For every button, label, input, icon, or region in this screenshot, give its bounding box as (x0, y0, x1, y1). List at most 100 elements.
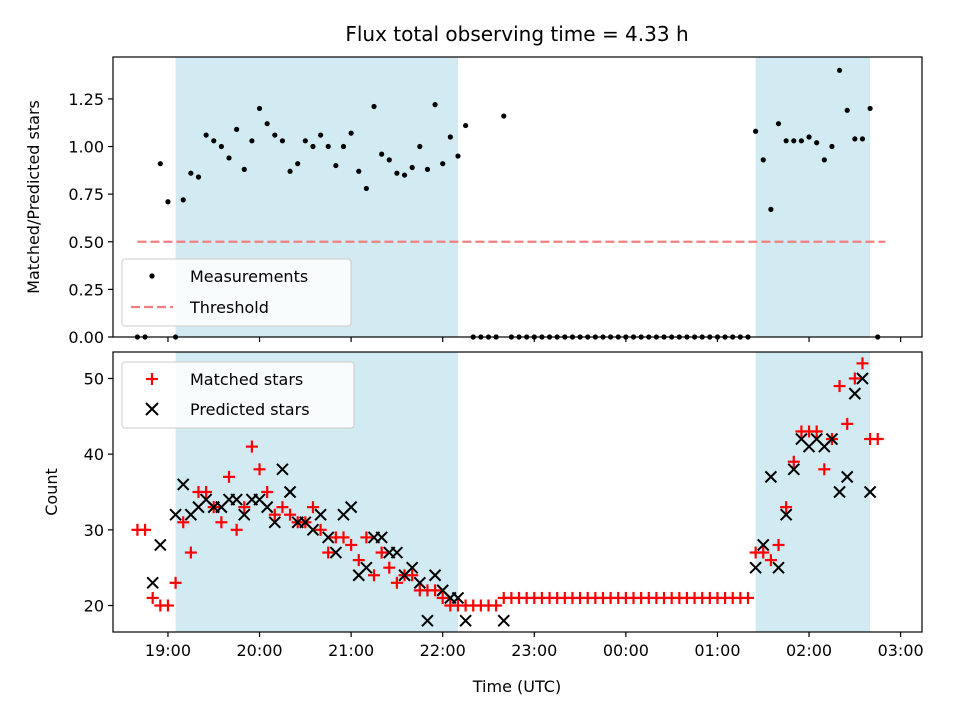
matched-star-point (375, 546, 388, 559)
measurement-point (234, 126, 240, 132)
matched-star-point (841, 417, 854, 430)
predicted-star-point (177, 478, 190, 491)
measurement-point (134, 334, 141, 340)
measurement-point (539, 334, 545, 340)
predicted-star-point (169, 508, 182, 521)
x-tick-label: 19:00 (145, 641, 191, 660)
predicted-star-point (329, 546, 343, 559)
predicted-star-point (375, 531, 388, 544)
measurement-point (508, 334, 514, 340)
measurement-point (401, 172, 408, 178)
matched-star-point (406, 569, 419, 582)
predicted-star-point (825, 432, 839, 446)
matched-star-point (490, 599, 503, 612)
matched-star-point (238, 501, 251, 514)
matched-star-point (772, 538, 785, 551)
measurement-point (157, 161, 163, 167)
matched-star-point (390, 576, 403, 589)
observing-window (755, 352, 871, 632)
x-axis-label: Time (UTC) (472, 677, 561, 696)
matched-star-point (345, 538, 358, 551)
measurement-point (623, 334, 629, 340)
legend-matched-marker (146, 373, 158, 385)
measurement-point (638, 334, 644, 340)
matched-star-point (856, 357, 869, 370)
matched-star-point (161, 599, 174, 612)
matched-star-point (787, 455, 800, 468)
measurement-point (867, 105, 873, 112)
measurement-point (814, 140, 820, 146)
predicted-star-point (360, 561, 373, 574)
measurement-point (455, 153, 461, 159)
matched-star-point (177, 516, 190, 529)
bottom-y-ticks: 20 30 40 50 (84, 369, 113, 616)
measurement-point (569, 334, 576, 340)
measurement-point (691, 334, 698, 340)
measurement-point (218, 143, 224, 150)
predicted-star-point (757, 538, 770, 552)
measurement-point (470, 334, 476, 340)
matched-star-point (429, 584, 442, 597)
predicted-star-point (405, 561, 419, 574)
x-tick-label: 22:00 (420, 641, 466, 660)
measurement-point (646, 334, 652, 340)
measurement-point (440, 161, 446, 167)
matched-star-point (284, 508, 297, 521)
bottom-y-axis-label: Count (42, 468, 61, 516)
matched-star-point (169, 576, 182, 589)
predicted-star-point (413, 576, 427, 590)
measurement-point (600, 334, 606, 340)
predicted-star-point (772, 561, 785, 574)
predicted-star-point (146, 576, 159, 590)
measurement-point (333, 162, 339, 169)
predicted-star-point (421, 614, 434, 627)
y-tick-label: 0.00 (68, 328, 104, 347)
measurement-point (661, 334, 667, 340)
measurement-point (226, 155, 232, 161)
measurement-point (653, 334, 660, 340)
matched-star-point (223, 470, 236, 483)
measurement-point (447, 134, 453, 140)
matched-star-point (810, 425, 823, 438)
predicted-star-point (833, 485, 846, 499)
measurement-point (195, 174, 202, 180)
matched-star-point (833, 380, 846, 393)
top-panel: Flux total observing time = 4.33 h 0.000… (24, 22, 923, 347)
predicted-star-point (856, 372, 869, 385)
measurement-point (783, 138, 789, 144)
predicted-star-point (863, 485, 877, 499)
legend-predicted-marker (145, 402, 159, 416)
y-tick-label: 40 (84, 445, 104, 464)
measurement-point (745, 334, 751, 340)
matched-star-point (314, 523, 327, 536)
predicted-star-point (154, 538, 167, 552)
measurement-point (844, 107, 850, 113)
measurement-point (554, 334, 560, 340)
measurement-point (493, 334, 499, 340)
measurement-point (371, 103, 377, 110)
matched-star-point (383, 561, 396, 574)
measurement-point (531, 334, 537, 340)
x-tick-label: 00:00 (603, 641, 649, 660)
x-tick-label: 21:00 (328, 641, 374, 660)
matched-star-point (741, 591, 754, 604)
predicted-star-point (459, 614, 472, 627)
measurement-point (829, 143, 835, 150)
measurement-point (264, 121, 270, 127)
measurement-point (180, 197, 186, 203)
measurement-point (852, 136, 858, 142)
measurement-point (592, 334, 598, 340)
predicted-star-point (764, 470, 778, 484)
predicted-star-point (787, 463, 800, 476)
matched-star-point (818, 463, 831, 476)
matched-star-point (436, 591, 449, 604)
measurement-point (310, 143, 316, 150)
legend-measurements-label: Measurements (190, 267, 308, 286)
top-legend-box (121, 258, 352, 327)
predicted-star-point (497, 614, 510, 627)
top-y-axis-label: Matched/Predicted stars (24, 100, 43, 294)
bottom-x-ticks: 19:00 20:00 21:00 22:00 23:00 00:00 01:00 02:00… (145, 632, 924, 660)
matched-star-point (184, 546, 197, 559)
predicted-star-point (238, 508, 251, 521)
